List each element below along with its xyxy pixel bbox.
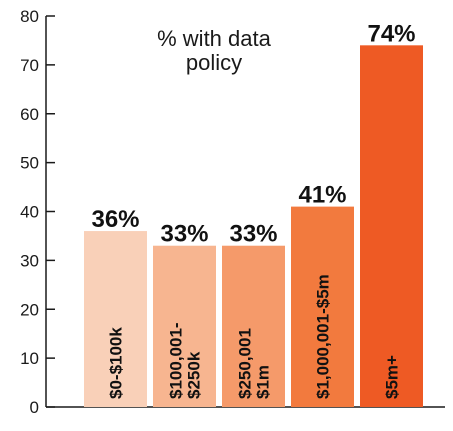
data-label: 33% [160,221,208,248]
category-label-line: $1m [254,365,273,399]
bar [291,206,354,407]
bars [84,45,423,407]
y-tick-label: 20 [20,300,39,319]
category-label: $0-$100k [107,327,126,399]
bar [84,231,147,407]
category-label-line: $250k [185,351,204,399]
category-label-line: $1,000,001-$5m [314,274,333,399]
y-tick-label: 10 [20,349,39,368]
data-label: 74% [367,20,415,47]
category-label: $100,001- $250k [167,322,204,399]
y-tick-label: 30 [20,251,39,270]
category-label-line: $100,001- [167,322,186,399]
chart-title-line: % with data [157,26,271,51]
y-tick-label: 60 [20,105,39,124]
bar [153,245,216,407]
data-label: 36% [91,206,139,233]
category-label: $250,001 $1m [236,328,273,399]
category-label-line: $5m+ [383,355,402,399]
bar [222,245,285,407]
category-labels: $0-$100k $100,001- $250k $250,001 $1m $1,000,… [107,274,402,399]
data-label: 41% [298,182,346,209]
bar [360,45,423,407]
y-axis: 0 10 20 30 40 50 60 70 80 [20,7,445,417]
y-tick-label: 80 [20,7,39,26]
y-tick-label: 40 [20,203,39,222]
category-label-line: $0-$100k [107,327,126,399]
data-labels: 36% 33% 33% 41% 74% [91,20,415,247]
data-label: 33% [229,221,277,248]
y-tick-label: 50 [20,154,39,173]
category-label-line: $250,001 [236,328,255,399]
y-tick-label: 70 [20,56,39,75]
category-label: $5m+ [383,355,402,399]
y-tick-label: 0 [30,398,39,417]
chart-title-line: policy [186,50,242,75]
category-label: $1,000,001-$5m [314,274,333,399]
